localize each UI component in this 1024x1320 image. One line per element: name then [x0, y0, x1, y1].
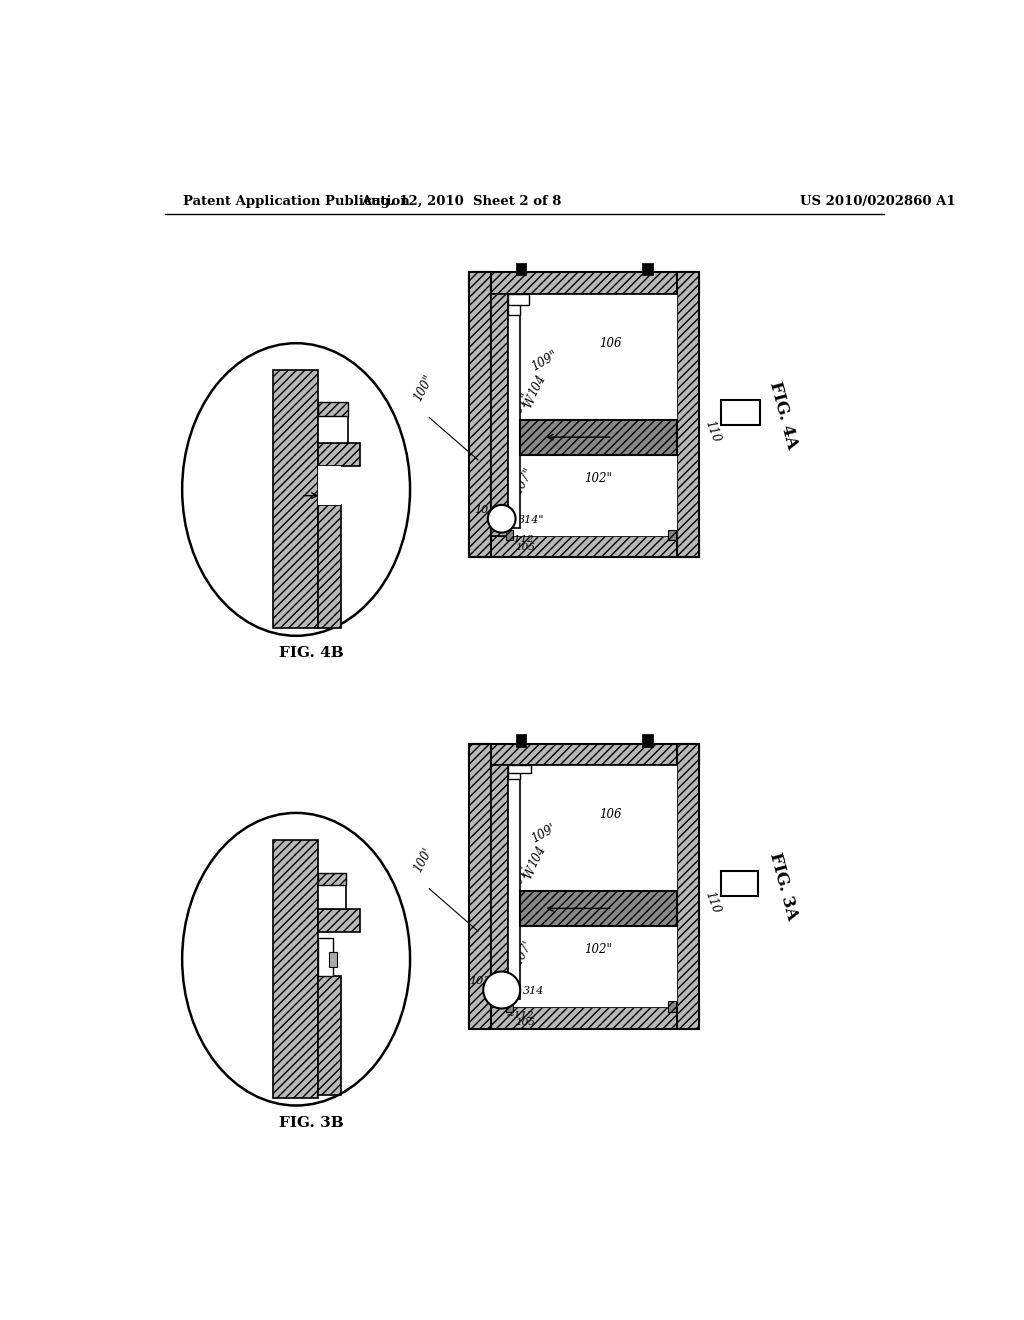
Bar [469, 743, 490, 1028]
Bar [508, 766, 531, 774]
FancyBboxPatch shape [721, 871, 758, 896]
Bar [642, 263, 652, 276]
Text: W: W [521, 393, 539, 411]
Text: 100': 100' [412, 846, 435, 874]
Text: 106: 106 [599, 337, 622, 350]
Text: 107': 107' [276, 995, 300, 1024]
Text: 314: 314 [339, 949, 361, 962]
Text: 107': 107' [512, 939, 536, 968]
Text: 314": 314" [293, 487, 321, 500]
Text: 107": 107" [276, 524, 301, 554]
Bar [490, 766, 508, 1007]
Text: FIG. 3B: FIG. 3B [280, 1117, 344, 1130]
Bar [317, 977, 341, 1096]
Text: ~112: ~112 [506, 535, 535, 544]
Bar [317, 873, 346, 884]
Bar [469, 272, 490, 557]
FancyBboxPatch shape [721, 400, 760, 425]
Text: 102": 102" [584, 942, 612, 956]
Bar [317, 466, 341, 506]
Text: 102": 102" [584, 471, 612, 484]
Bar [469, 743, 698, 766]
Text: 315: 315 [313, 953, 336, 966]
Bar [508, 308, 520, 528]
Bar [508, 294, 529, 305]
Bar [317, 506, 341, 628]
Bar [515, 263, 526, 276]
Bar [469, 272, 698, 294]
Text: 109": 109" [529, 348, 560, 374]
Text: 109': 109' [529, 821, 558, 845]
Circle shape [487, 504, 515, 532]
Bar [317, 937, 333, 977]
Bar [668, 1001, 676, 1011]
Text: 106: 106 [599, 808, 622, 821]
Bar [490, 294, 677, 536]
Text: FIG. 4A: FIG. 4A [766, 379, 801, 450]
Bar [520, 891, 677, 927]
Text: 104: 104 [526, 843, 549, 870]
Bar [506, 529, 513, 540]
Text: FIG. 3A: FIG. 3A [766, 850, 801, 921]
Text: 110: 110 [702, 890, 723, 915]
Bar [490, 294, 508, 536]
Circle shape [483, 972, 520, 1008]
Text: 113": 113" [726, 407, 756, 418]
Bar [668, 529, 676, 540]
Bar [469, 536, 698, 557]
Bar [506, 1001, 513, 1011]
Bar [508, 766, 520, 779]
Bar [642, 734, 652, 747]
Text: 104: 104 [526, 372, 549, 399]
Text: 105: 105 [515, 1019, 536, 1027]
Text: 101': 101' [509, 865, 532, 892]
Bar [317, 909, 360, 932]
Text: 108: 108 [259, 444, 282, 470]
Text: 110: 110 [702, 418, 723, 444]
Bar [317, 884, 346, 909]
Text: 314": 314" [518, 515, 545, 524]
Bar [677, 743, 698, 1028]
Text: 100": 100" [412, 372, 436, 403]
Bar [515, 734, 526, 747]
Bar [317, 444, 360, 466]
Text: 314: 314 [522, 986, 544, 995]
Text: 109': 109' [362, 911, 388, 924]
Bar [273, 370, 317, 628]
Text: ~112: ~112 [506, 1011, 535, 1020]
Text: 108: 108 [259, 913, 282, 939]
Text: US 2010/0202860 A1: US 2010/0202860 A1 [801, 195, 956, 209]
Text: Patent Application Publication: Patent Application Publication [183, 195, 410, 209]
Text: Aug. 12, 2010  Sheet 2 of 8: Aug. 12, 2010 Sheet 2 of 8 [361, 195, 562, 209]
Bar [520, 420, 677, 455]
Ellipse shape [182, 343, 410, 636]
Bar [508, 779, 520, 999]
Bar [490, 766, 677, 1007]
Text: FIG. 4B: FIG. 4B [280, 647, 344, 660]
Bar [317, 403, 348, 416]
Text: 103: 103 [469, 975, 490, 986]
Bar [469, 1007, 698, 1028]
Bar [508, 294, 520, 315]
Text: 108: 108 [493, 408, 514, 433]
Text: 109": 109" [362, 445, 390, 458]
Text: 108: 108 [493, 879, 514, 904]
Text: 101": 101" [509, 391, 534, 421]
Bar [317, 416, 348, 444]
Ellipse shape [182, 813, 410, 1106]
Text: 107": 107" [512, 466, 537, 496]
Bar [273, 840, 317, 1098]
Text: 103: 103 [474, 504, 496, 515]
Bar [677, 272, 698, 557]
Text: W: W [521, 865, 539, 882]
Bar [330, 952, 337, 966]
Text: 105: 105 [515, 543, 536, 552]
Text: 113': 113' [726, 878, 754, 890]
